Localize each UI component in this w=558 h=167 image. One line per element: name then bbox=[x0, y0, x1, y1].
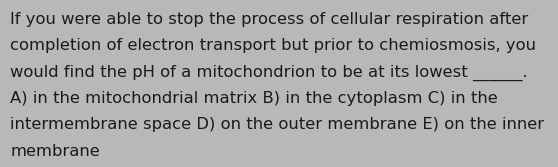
Text: If you were able to stop the process of cellular respiration after: If you were able to stop the process of … bbox=[10, 12, 528, 27]
Text: intermembrane space D) on the outer membrane E) on the inner: intermembrane space D) on the outer memb… bbox=[10, 117, 544, 132]
Text: completion of electron transport but prior to chemiosmosis, you: completion of electron transport but pri… bbox=[10, 38, 536, 53]
Text: would find the pH of a mitochondrion to be at its lowest ______.: would find the pH of a mitochondrion to … bbox=[10, 64, 528, 81]
Text: A) in the mitochondrial matrix B) in the cytoplasm C) in the: A) in the mitochondrial matrix B) in the… bbox=[10, 91, 498, 106]
Text: membrane: membrane bbox=[10, 144, 100, 159]
